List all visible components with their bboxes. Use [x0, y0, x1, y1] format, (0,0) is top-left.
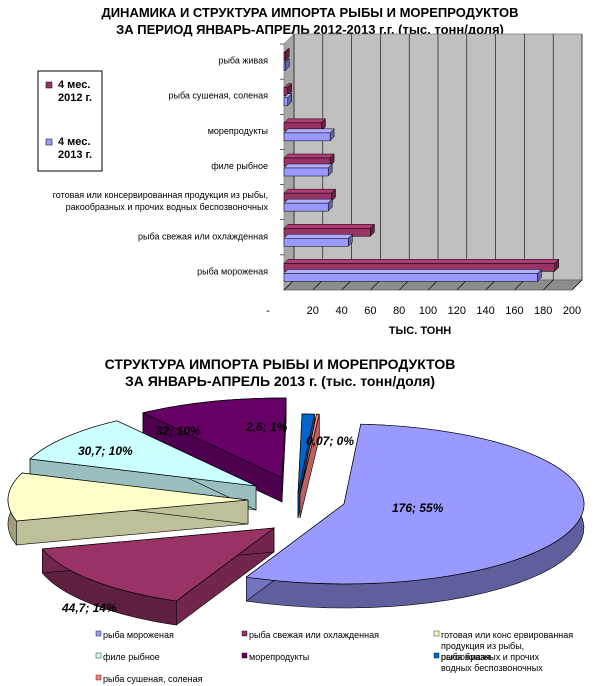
pie-slice-top	[41, 527, 276, 602]
pie-title-line-1: СТРУКТУРА ИМПОРТА РЫБЫ И МОРЕПРОДУКТОВ	[104, 356, 456, 372]
pie-legend-label: рыба живая	[441, 652, 491, 662]
bar-2013	[283, 273, 538, 282]
pie-slice-top	[297, 413, 315, 495]
bar-category-label: рыба живая	[218, 56, 268, 66]
bar-x-tick-label: 120	[448, 305, 466, 317]
pie-slice	[41, 527, 276, 626]
pie-legend-label: рыба мороженая	[103, 630, 174, 640]
bar-x-tick-label: 20	[307, 305, 319, 317]
pie-data-label: 32; 10%	[156, 424, 201, 438]
pie-title-line-2: ЗА ЯНВАРЬ-АПРЕЛЬ 2013 г. (тыс. тонн/доля…	[124, 373, 436, 389]
pie-data-label: 2,6; 1%	[245, 420, 288, 434]
bar-top-2013	[283, 234, 353, 239]
pie-slice	[299, 413, 320, 519]
bar-2013	[283, 167, 329, 177]
pie-slice	[141, 397, 287, 503]
bar-top-2012	[283, 224, 376, 229]
pie-legend-label: готовая или конс ервированная	[441, 630, 573, 640]
bar-top-2012	[283, 118, 327, 124]
bar-x-tick-label: 140	[476, 305, 494, 317]
bar-2013	[283, 132, 331, 142]
legend-swatch	[45, 81, 53, 89]
legend-swatch	[45, 138, 53, 146]
bar-x-tick-label: 180	[534, 305, 552, 317]
bar-x-tick-label: 200	[563, 305, 581, 317]
pie-slice-top	[141, 397, 287, 479]
pie-slice-top	[245, 423, 585, 585]
bar-legend: 4 мес.2012 г.4 мес.2013 г.	[37, 70, 103, 172]
pie-legend-label: водных беспозвоночных	[441, 663, 543, 673]
pie-data-label: 30,7; 10%	[78, 444, 133, 458]
bar-top-2013	[283, 163, 333, 169]
bar-floor-gridline	[542, 279, 554, 291]
bar-title-line-2: ЗА ПЕРИОД ЯНВАРЬ-АПРЕЛЬ 2012-2013 г.г. (…	[116, 22, 504, 37]
bar-2013	[283, 62, 286, 71]
bar-x-axis-title: ТЫС. ТОНН	[389, 325, 451, 337]
pie-legend-swatch	[433, 652, 440, 659]
bar-x-tick-label: 160	[505, 305, 523, 317]
bar-chart-title: ДИНАМИКА И СТРУКТУРА ИМПОРТА РЫБЫ И МОРЕ…	[30, 4, 590, 38]
bar-category-label: готовая или консервированная продукция и…	[53, 190, 268, 200]
pie-slice	[7, 472, 249, 546]
legend-label: 2012 г.	[58, 92, 92, 104]
bar-top-2013	[283, 198, 333, 204]
pie-legend-swatch	[433, 630, 440, 637]
bar-category-label: морепродукты	[208, 126, 268, 136]
bar-2013	[283, 238, 349, 247]
bar-x-tick-label: 60	[364, 305, 376, 317]
pie-legend: рыба мороженая рыба свежая или охлажденна…	[95, 630, 573, 684]
pie-legend-swatch	[241, 652, 248, 659]
pie-legend-swatch	[95, 674, 102, 681]
bar-2013	[283, 97, 288, 106]
bar-top-2012	[283, 259, 560, 264]
pie-legend-label: филе рыбное	[103, 652, 160, 662]
bar-chart: - 20 40 60 80 100 120 140 160 180 200 ТЫС. ТОНН рыба…	[37, 33, 583, 337]
pie-chart: 176; 55% 44,7; 14% 30,7; 10% 32; 10% 2,6; 1%…	[7, 397, 585, 684]
pie-chart-title: СТРУКТУРА ИМПОРТА РЫБЫ И МОРЕПРОДУКТОВ З…	[0, 356, 560, 390]
bar-2012	[283, 52, 286, 61]
bar-2013	[283, 202, 329, 212]
bar-title-line-1: ДИНАМИКА И СТРУКТУРА ИМПОРТА РЫБЫ И МОРЕ…	[101, 5, 519, 20]
bar-top-2013	[283, 128, 335, 134]
pie-slice-top	[29, 420, 257, 487]
bar-floor-gridline	[571, 279, 583, 291]
pie-legend-swatch	[95, 630, 102, 637]
pie-slice-top	[299, 413, 320, 495]
pie-slice-top	[7, 472, 249, 522]
bar-x-tick-label: 80	[393, 305, 405, 317]
bar-category-label: рыба мороженая	[197, 266, 268, 276]
bar-x-tick-label: -	[266, 305, 270, 317]
pie-data-label: 44,7; 14%	[61, 601, 117, 615]
pie-legend-label: рыба свежая или охлажденная	[249, 630, 379, 640]
legend-label: 4 мес.	[58, 136, 90, 148]
pie-data-label: 176; 55%	[392, 501, 444, 515]
bar-x-tick-label: 100	[419, 305, 437, 317]
bar-category-label: рыба сушеная, соленая	[168, 91, 268, 101]
legend-label: 4 мес.	[58, 79, 90, 91]
pie-legend-label: продукция из рыбы,	[441, 641, 524, 651]
bar-category-label: ракообразных и прочих водных беспозвоноч…	[66, 202, 269, 212]
bar-x-tick-label: 40	[335, 305, 347, 317]
pie-legend-swatch	[241, 630, 248, 637]
bar-category-label: рыба свежая или охлажденная	[138, 231, 268, 241]
pie-slice	[245, 423, 585, 609]
pie-legend-label: ракообразных и прочих	[441, 652, 540, 662]
bar-top-2012	[283, 153, 335, 159]
bar-top-2012	[283, 188, 337, 194]
pie-data-label: 0,07; 0%	[306, 434, 354, 448]
legend-label: 2013 г.	[58, 149, 92, 161]
pie-legend-swatch	[95, 652, 102, 659]
bar-category-label: филе рыбное	[211, 161, 268, 171]
bar-top-2013	[283, 269, 543, 274]
pie-legend-label: морепродукты	[249, 652, 309, 662]
pie-legend-label: рыба сушеная, соленая	[103, 674, 203, 684]
